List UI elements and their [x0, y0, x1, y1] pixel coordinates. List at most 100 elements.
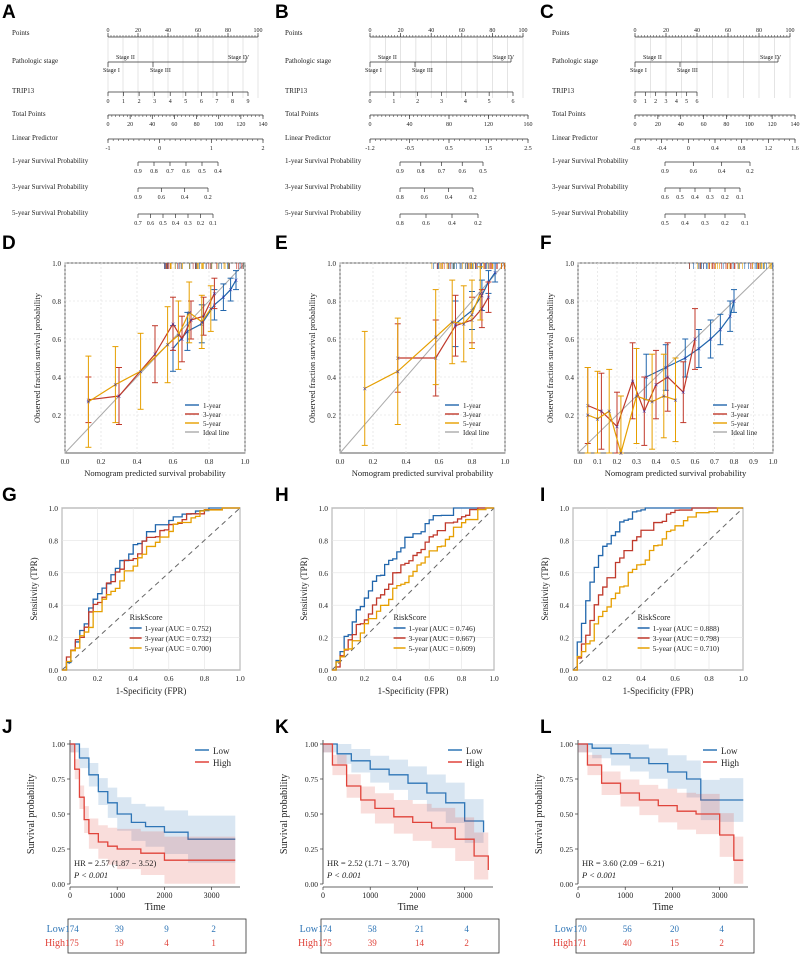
data-point: × [697, 345, 702, 354]
axis-tick-label: 80 [756, 28, 762, 34]
risk-table-count: 14 [415, 938, 425, 948]
data-point: × [395, 367, 400, 376]
roc-plot-I: 0.00.00.20.20.40.40.60.60.80.81.01.0Risk… [540, 504, 748, 696]
axis-tick-label: 40 [678, 122, 684, 128]
y-tick-label: 0.2 [327, 412, 336, 420]
axis-tick-label: 0.4 [445, 195, 453, 201]
data-point: × [619, 449, 624, 458]
panel-label-A: A [2, 2, 16, 24]
x-tick-label: 3000 [712, 891, 728, 900]
axis-tick-label: 0 [369, 28, 372, 34]
data-point: × [708, 335, 713, 344]
risk-table-count: 20 [670, 924, 680, 934]
axis-tick-label: 100 [745, 122, 754, 128]
risk-table-count: 40 [623, 938, 633, 948]
nomogram-row-label: Linear Predictor [12, 134, 58, 142]
y-tick-label: 0.00 [560, 880, 573, 889]
axis-tick-label: 0.4 [718, 169, 726, 175]
y-tick-label: 0.50 [560, 810, 573, 819]
nomogram-row-label: Linear Predictor [552, 134, 598, 142]
x-tick-label: 0.0 [336, 458, 345, 466]
y-tick-label: 0.6 [560, 569, 570, 578]
nomogram-row-label: 3-year Survival Probability [552, 183, 629, 191]
axis-tick-label: 1.2 [765, 146, 773, 152]
risk-table-count: 58 [368, 924, 378, 934]
x-tick-label: 3000 [457, 891, 473, 900]
axis-tick-label: 0 [369, 122, 372, 128]
y-tick-label: 1.0 [319, 504, 329, 513]
stage-label: Stage I [103, 68, 120, 74]
nomogram-row-label: TRIP13 [12, 87, 35, 95]
y-tick-label: 1.00 [52, 740, 65, 749]
nomogram-row-label: 3-year Survival Probability [12, 183, 89, 191]
y-tick-label: 0.4 [565, 374, 574, 382]
axis-tick-label: 80 [723, 122, 729, 128]
x-tick-label: 0.4 [129, 674, 139, 683]
data-point: × [654, 381, 659, 390]
data-point: × [665, 373, 670, 382]
nomogram-row-label: Points [552, 29, 570, 37]
nomogram-2: Points Pathologic stage TRIP13 Total Points… [552, 28, 800, 227]
x-tick-label: 0.2 [369, 458, 378, 466]
axis-tick-label: 0.5 [445, 146, 453, 152]
axis-tick-label: 20 [127, 122, 133, 128]
data-point: × [630, 377, 635, 386]
axis-tick-label: 80 [225, 28, 231, 34]
axis-tick-label: 0.4 [681, 221, 689, 227]
risk-table-count: 175 [318, 938, 332, 948]
legend-label: 1-year [731, 402, 750, 410]
y-tick-label: 0.8 [49, 536, 59, 545]
legend-label: 5-year [463, 420, 482, 428]
x-axis-label: 1-Specificity (FPR) [116, 686, 187, 696]
nomogram-row-label: Pathologic stage [285, 57, 331, 65]
x-tick-label: 0.8 [200, 674, 210, 683]
y-tick-label: 0.2 [49, 634, 59, 643]
x-axis-label: Time [398, 902, 419, 913]
x-tick-label: 2000 [156, 891, 172, 900]
nomogram-row-label: Total Points [552, 110, 586, 118]
legend-label: 3-year [731, 411, 750, 419]
axis-tick-label: 0.1 [736, 195, 744, 201]
axis-tick-label: 40 [694, 28, 700, 34]
x-tick-label: 0.0 [568, 674, 578, 683]
axis-tick-label: 0.8 [396, 221, 404, 227]
axis-tick-label: 1.5 [485, 146, 493, 152]
legend-label: 1-year [203, 402, 222, 410]
y-tick-label: 1.0 [327, 260, 336, 268]
axis-tick-label: 100 [254, 28, 263, 34]
axis-tick-label: 20 [655, 122, 661, 128]
nomogram-row-label: Points [12, 29, 30, 37]
axis-tick-label: 0.8 [396, 195, 404, 201]
legend-title: RiskScore [394, 613, 427, 622]
axis-tick-label: 4 [169, 99, 172, 105]
axis-tick-label: 2 [416, 99, 419, 105]
risk-table-row-label: High [298, 938, 318, 949]
axis-tick-label: 1 [122, 99, 125, 105]
data-point: × [732, 297, 737, 306]
axis-tick-label: 0.8 [150, 169, 158, 175]
axis-tick-label: 40 [407, 122, 413, 128]
data-point: × [718, 326, 723, 335]
nomogram-row-label: 5-year Survival Probability [12, 209, 89, 217]
legend-title: RiskScore [638, 613, 671, 622]
x-tick-label: 0.8 [205, 458, 214, 466]
axis-tick-label: 0.6 [182, 169, 190, 175]
axis-tick-label: 0.8 [738, 146, 746, 152]
x-tick-label: 1000 [109, 891, 125, 900]
data-point: × [486, 293, 491, 302]
y-tick-label: 0.4 [319, 601, 329, 610]
risk-table-count: 56 [623, 924, 633, 934]
panel-label-G: G [2, 485, 17, 507]
x-tick-label: 0.2 [360, 674, 370, 683]
y-tick-label: 0.2 [565, 412, 574, 420]
risk-table-count: 175 [65, 938, 79, 948]
axis-tick-label: 0.2 [474, 221, 482, 227]
axis-tick-label: 0.5 [479, 169, 487, 175]
km-plot-J: 0.000.250.500.751.000 1000 2000 3000LowHigh… [26, 740, 246, 953]
data-point: × [478, 289, 483, 298]
roc-plot-G: 0.00.00.20.20.40.40.60.60.80.81.01.0Risk… [29, 504, 245, 696]
axis-tick-label: 3 [440, 99, 443, 105]
axis-tick-label: 140 [791, 122, 800, 128]
y-axis-label: Survival probability [534, 774, 545, 854]
x-axis-label: Time [145, 902, 166, 913]
